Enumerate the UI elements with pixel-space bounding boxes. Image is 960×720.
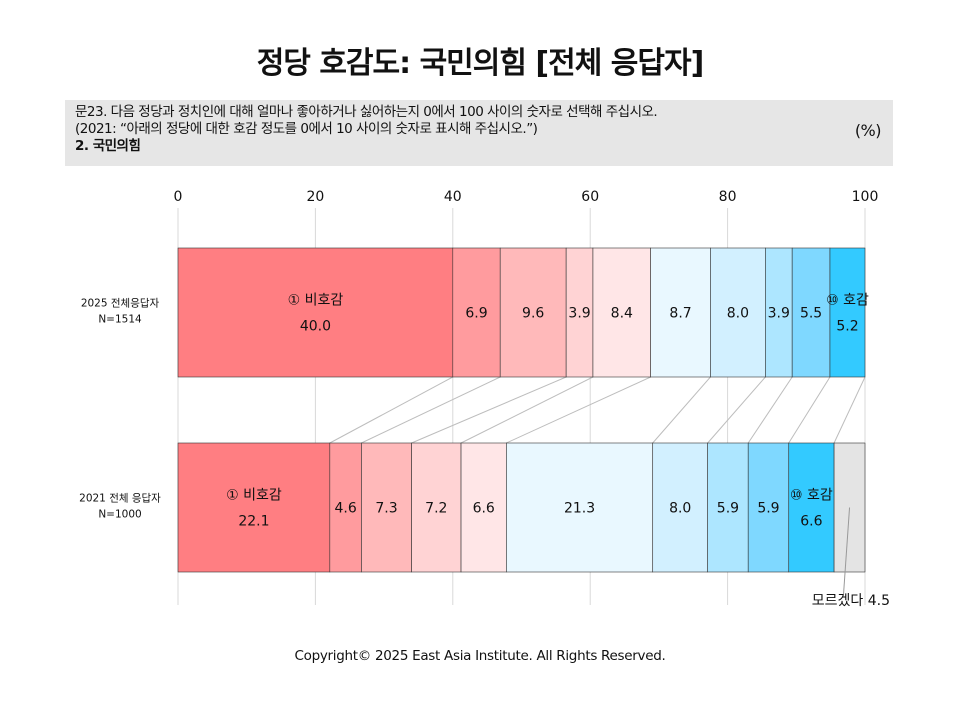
segment-value-label: 6.9 — [465, 306, 487, 322]
bar-segment — [411, 442, 462, 573]
segment-value-label: 5.9 — [757, 501, 779, 517]
connector-line — [506, 376, 651, 444]
bar-segment — [710, 247, 766, 378]
connector-line — [788, 376, 831, 444]
bar-segment — [329, 442, 362, 573]
segment-value-label: 7.3 — [375, 501, 397, 517]
connector-line — [707, 376, 766, 444]
question-line-2: (2021: “아래의 정당에 대한 호감 정도를 0에서 10 사이의 숫자로… — [75, 121, 538, 137]
bar-segment — [707, 442, 749, 573]
bar-segment — [829, 247, 866, 378]
x-tick-label: 80 — [719, 189, 737, 205]
segment-value-label: 8.4 — [611, 306, 633, 322]
bar-segment — [506, 442, 654, 573]
segment-value-label: 3.9 — [568, 306, 590, 322]
connector-line — [747, 376, 793, 444]
segment-category-label: ① 비호감 — [288, 293, 344, 309]
segment-value-label: 4.6 — [334, 501, 356, 517]
segment-value-label: 5.2 — [836, 319, 858, 335]
row-sample-size: N=1000 — [98, 509, 141, 521]
segment-value-label: 5.5 — [800, 306, 822, 322]
segment-value-label: 8.7 — [669, 306, 691, 322]
connector-line — [460, 376, 594, 444]
connector-line — [411, 376, 567, 444]
segment-value-label: 6.6 — [800, 514, 822, 530]
bar-segment — [592, 247, 651, 378]
segment-category-label: ⑩ 호감 — [790, 488, 833, 504]
segment-value-label: 8.0 — [669, 501, 691, 517]
segment-value-label: 5.9 — [717, 501, 739, 517]
x-tick-label: 40 — [444, 189, 462, 205]
x-tick-label: 100 — [852, 189, 879, 205]
bar-segment — [177, 247, 454, 378]
connector-line — [833, 376, 866, 444]
segment-category-label: ① 비호감 — [226, 488, 282, 504]
x-tick-label: 60 — [581, 189, 599, 205]
bar-segment — [765, 247, 793, 378]
copyright: Copyright© 2025 East Asia Institute. All… — [294, 648, 666, 664]
segment-value-label: 40.0 — [300, 319, 331, 335]
segment-value-label: 3.9 — [768, 306, 790, 322]
connector-line — [361, 376, 501, 444]
segment-value-label: 21.3 — [564, 501, 595, 517]
bar-segment — [652, 442, 708, 573]
unit-label: (%) — [854, 121, 882, 140]
x-tick-label: 0 — [174, 189, 183, 205]
row-label: 2021 전체 응답자 — [79, 493, 161, 505]
row-label: 2025 전체응답자 — [81, 298, 160, 310]
segment-value-label: 8.0 — [727, 306, 749, 322]
bar-segment — [361, 442, 412, 573]
bar-segment — [791, 247, 831, 378]
dont-know-leader-line — [843, 507, 851, 595]
bar-segment — [565, 247, 594, 378]
page-title: 정당 호감도: 국민의힘 [전체 응답자] — [256, 46, 705, 81]
segment-value-label: 22.1 — [238, 514, 269, 530]
segment-value-label: 9.6 — [522, 306, 544, 322]
segment-value-label: 6.6 — [473, 501, 495, 517]
segment-category-label: ⑩ 호감 — [826, 293, 869, 309]
bar-segment — [452, 247, 501, 378]
question-line-1: 문23. 다음 정당과 정치인에 대해 얼마나 좋아하거나 싫어하는지 0에서 … — [75, 104, 658, 120]
bar-segment — [460, 442, 507, 573]
question-line-3: 2. 국민의힘 — [75, 138, 141, 154]
dont-know-label: 모르겠다 4.5 — [812, 593, 890, 609]
question-box: 문23. 다음 정당과 정치인에 대해 얼마나 좋아하거나 싫어하는지 0에서 … — [65, 100, 893, 166]
connector-line — [329, 376, 454, 444]
row-sample-size: N=1514 — [98, 314, 142, 326]
bar-segment — [747, 442, 790, 573]
segment-value-label: 7.2 — [425, 501, 447, 517]
x-tick-label: 20 — [306, 189, 324, 205]
bar-segment — [833, 442, 866, 573]
connector-line — [652, 376, 711, 444]
bar-segment — [650, 247, 711, 378]
bar-segment — [177, 442, 331, 573]
bar-segment — [788, 442, 835, 573]
